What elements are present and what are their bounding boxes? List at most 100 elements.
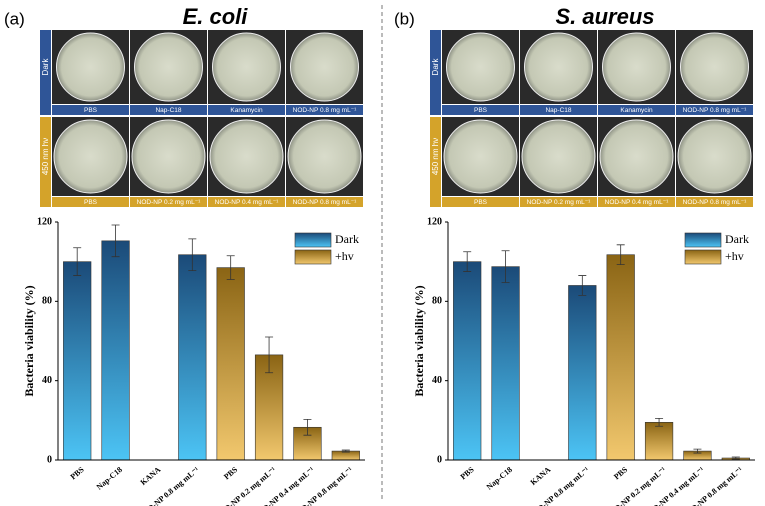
panel-label: (a) — [4, 9, 25, 28]
plate-label: NOD-NP 0.8 mg mL⁻¹ — [683, 107, 747, 114]
x-tick-label: PBS — [612, 465, 629, 482]
legend-swatch — [684, 232, 722, 248]
condition-label: Dark — [41, 58, 50, 76]
axes — [57, 222, 365, 461]
x-tick-label: KANA — [529, 465, 553, 487]
x-tick-label: PBS — [459, 465, 476, 482]
condition-label: 450 nm hν — [431, 138, 440, 175]
error-bar — [463, 251, 472, 272]
x-tick-label: KANA — [139, 465, 163, 487]
x-tick-label: PBS — [69, 465, 86, 482]
x-tick-label: NOD-NP 0.8 mg mL⁻¹ — [137, 465, 201, 506]
x-tick-label: NOD-NP 0.8 mg mL⁻¹ — [527, 465, 591, 506]
plate-label-bar — [598, 105, 675, 115]
legend-swatch — [294, 232, 332, 248]
plate — [677, 119, 752, 194]
error-bar — [111, 224, 120, 258]
plate-label-bar — [520, 105, 597, 115]
plate-label-bar — [442, 197, 519, 207]
y-tick-label: 80 — [432, 296, 442, 307]
x-tick-label: NOD-NP 0.8 mg mL⁻¹ — [680, 465, 744, 506]
plate-label: NOD-NP 0.4 mg mL⁻¹ — [215, 199, 279, 206]
plate — [134, 32, 203, 102]
bar — [568, 285, 597, 461]
plate-label: Nap-C18 — [155, 107, 181, 114]
panel-label: (b) — [394, 9, 415, 28]
plate-label-bar — [130, 197, 207, 207]
y-axis-label: Bacteria viability (%) — [412, 285, 426, 396]
plate — [599, 119, 674, 194]
plate-label: PBS — [474, 107, 488, 114]
error-bar — [226, 255, 235, 280]
plate — [602, 32, 671, 102]
bar — [216, 267, 245, 461]
plate-label: PBS — [84, 199, 98, 206]
legend-label: Dark — [725, 232, 749, 246]
plate-label: Kanamycin — [620, 107, 653, 114]
plate-label-bar — [286, 197, 363, 207]
x-tick-label: Nap-C18 — [95, 465, 124, 492]
x-tick-label: PBS — [222, 465, 239, 482]
condition-bar — [40, 117, 51, 207]
plate — [212, 32, 281, 102]
plate-label-bar — [208, 197, 285, 207]
y-tick-label: 120 — [37, 216, 52, 227]
x-tick-label: NOD-NP 0.8 mg mL⁻¹ — [290, 465, 354, 506]
plate-label: Nap-C18 — [545, 107, 571, 114]
condition-bar — [40, 30, 51, 115]
plate-label-bar — [52, 105, 129, 115]
bar — [101, 240, 130, 461]
y-tick-label: 40 — [42, 375, 52, 386]
plate — [680, 32, 749, 102]
error-bar — [501, 250, 510, 283]
panel-title: E. coli — [183, 4, 249, 29]
plate-label-bar — [442, 105, 519, 115]
y-tick-label: 0 — [437, 454, 442, 465]
error-bar — [655, 417, 664, 427]
plate-label: NOD-NP 0.8 mg mL⁻¹ — [293, 199, 357, 206]
bar — [178, 254, 207, 461]
legend-swatch — [294, 249, 332, 265]
plate-label-bar — [208, 105, 285, 115]
error-bar — [693, 448, 702, 454]
y-tick-label: 0 — [47, 454, 52, 465]
bar — [644, 422, 674, 461]
y-tick-label: 120 — [427, 216, 442, 227]
panel-title: S. aureus — [555, 4, 654, 29]
x-tick-label: Nap-C18 — [485, 465, 514, 492]
plate-label: PBS — [84, 107, 98, 114]
error-bar — [341, 449, 350, 453]
error-bar — [303, 418, 312, 436]
condition-bar — [430, 117, 441, 207]
error-bar — [73, 247, 82, 276]
plate — [446, 32, 515, 102]
plate — [521, 119, 596, 194]
plate-label: NOD-NP 0.8 mg mL⁻¹ — [683, 199, 747, 206]
plate — [287, 119, 362, 194]
plate-label-bar — [520, 197, 597, 207]
plate-label: NOD-NP 0.8 mg mL⁻¹ — [293, 107, 357, 114]
plate-label-bar — [676, 105, 753, 115]
plate-label: PBS — [474, 199, 488, 206]
plate-label-bar — [676, 197, 753, 207]
plate-label: Kanamycin — [230, 107, 263, 114]
plate-label-bar — [52, 197, 129, 207]
legend-label: Dark — [335, 232, 359, 246]
error-bar — [188, 238, 197, 271]
legend-label: +hv — [335, 249, 354, 263]
y-axis-label: Bacteria viability (%) — [22, 285, 36, 396]
legend-swatch — [684, 249, 722, 265]
plate-label-bar — [286, 105, 363, 115]
error-bar — [578, 275, 587, 296]
error-bar — [731, 456, 740, 460]
legend-label: +hv — [725, 249, 744, 263]
bar — [453, 261, 482, 461]
plate — [443, 119, 518, 194]
plate-label: NOD-NP 0.2 mg mL⁻¹ — [137, 199, 201, 206]
plate-label: NOD-NP 0.2 mg mL⁻¹ — [527, 199, 591, 206]
condition-label: 450 nm hν — [41, 138, 50, 175]
error-bar — [616, 244, 625, 266]
bar — [491, 266, 520, 461]
